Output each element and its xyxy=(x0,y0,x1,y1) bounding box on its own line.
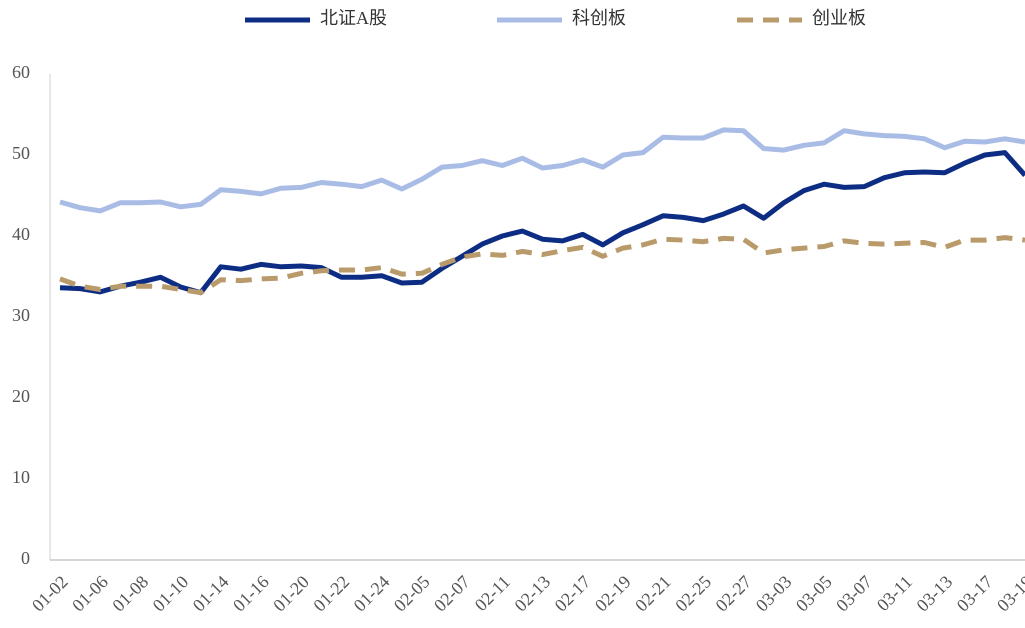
x-tick-label: 02-27 xyxy=(711,572,755,616)
line-series xyxy=(59,235,1025,296)
x-tick-label: 01-16 xyxy=(229,572,273,616)
x-tick-label: 02-07 xyxy=(430,572,474,616)
y-tick-label: 20 xyxy=(12,386,30,406)
x-tick-label: 03-05 xyxy=(792,572,836,616)
x-tick-label: 01-08 xyxy=(108,572,152,616)
x-tick-label: 03-07 xyxy=(832,572,876,616)
x-tick-label: 01-02 xyxy=(28,572,72,616)
x-tick-label: 02-17 xyxy=(551,572,595,616)
x-tick-label: 03-19 xyxy=(993,572,1025,616)
y-tick-label: 60 xyxy=(12,62,30,82)
line-series xyxy=(59,127,1025,214)
x-tick-label: 03-03 xyxy=(752,572,796,616)
x-tick-label: 02-19 xyxy=(591,572,635,616)
x-tick-label: 01-24 xyxy=(350,572,394,616)
x-tick-label: 02-05 xyxy=(390,572,434,616)
y-tick-label: 0 xyxy=(21,548,30,568)
x-tick-label: 03-13 xyxy=(912,572,956,616)
y-tick-label: 10 xyxy=(12,467,30,487)
y-tick-label: 30 xyxy=(12,305,30,325)
y-tick-label: 50 xyxy=(12,143,30,163)
x-tick-label: 01-06 xyxy=(68,572,112,616)
x-tick-label: 01-20 xyxy=(269,572,313,616)
x-tick-label: 03-11 xyxy=(873,572,916,615)
x-tick-label: 01-22 xyxy=(309,572,353,616)
x-tick-label: 03-17 xyxy=(953,572,997,616)
line-series xyxy=(59,150,1025,296)
x-tick-label: 02-11 xyxy=(471,572,514,615)
y-tick-label: 40 xyxy=(12,224,30,244)
x-tick-label: 01-14 xyxy=(189,572,233,616)
x-tick-label: 02-21 xyxy=(631,572,675,616)
legend-label: 创业板 xyxy=(812,8,866,28)
x-tick-label: 01-10 xyxy=(149,572,193,616)
x-tick-label: 02-25 xyxy=(671,572,715,616)
x-tick-label: 02-13 xyxy=(510,572,554,616)
legend: 北证A股 科创板 创业板 xyxy=(245,8,866,28)
legend-label: 科创板 xyxy=(572,8,626,28)
legend-label: 北证A股 xyxy=(320,8,387,28)
